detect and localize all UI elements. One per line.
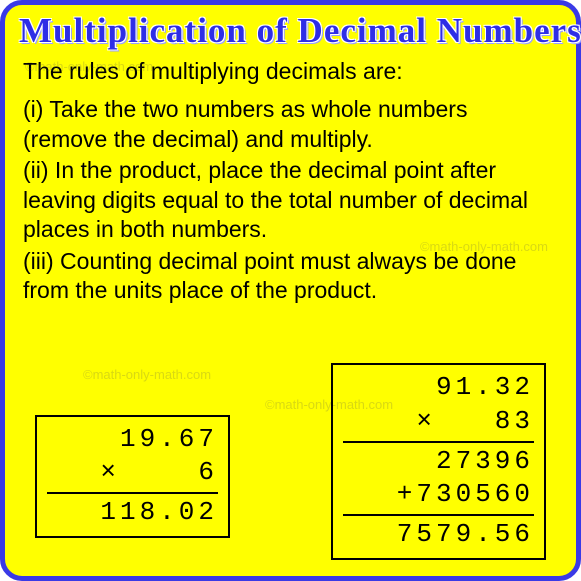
ex2-multiplicand: 91.32 [343,371,534,405]
examples-row: 19.67 × 6 118.02 91.32 × 83 27396 +73056… [5,368,576,568]
lesson-card: Multiplication of Decimal Numbers ©math-… [0,0,581,581]
rule-3: (iii) Counting decimal point must always… [23,247,558,306]
ex1-rule-line [47,492,218,494]
ex1-multiplier: × 6 [47,456,218,490]
rule-2: (ii) In the product, place the decimal p… [23,156,558,244]
ex2-rule-line-1 [343,441,534,443]
rule-1: (i) Take the two numbers as whole number… [23,95,558,154]
ex2-rule-line-2 [343,514,534,516]
ex2-partial-2: +730560 [343,478,534,512]
ex2-multiplier: × 83 [343,405,534,439]
intro-text: The rules of multiplying decimals are: [23,58,558,86]
example-1-box: 19.67 × 6 118.02 [35,415,230,538]
example-2-box: 91.32 × 83 27396 +730560 7579.56 [331,363,546,560]
ex1-multiplicand: 19.67 [47,423,218,457]
ex2-partial-1: 27396 [343,445,534,479]
ex1-product: 118.02 [47,496,218,530]
card-title: Multiplication of Decimal Numbers [19,13,562,50]
ex2-product: 7579.56 [343,518,534,552]
